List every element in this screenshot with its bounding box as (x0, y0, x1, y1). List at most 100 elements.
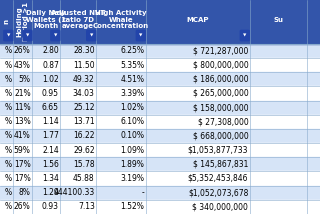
Text: 6.25%: 6.25% (120, 46, 144, 55)
Bar (0, 186, 320, 200)
Text: 1.09%: 1.09% (120, 146, 144, 155)
Text: 49.32: 49.32 (73, 75, 95, 84)
Text: %: % (4, 89, 12, 98)
Text: 3.19%: 3.19% (120, 174, 144, 183)
FancyBboxPatch shape (4, 30, 13, 41)
Text: 43%: 43% (14, 61, 31, 70)
Text: 8%: 8% (19, 188, 31, 197)
Text: 444100.33: 444100.33 (53, 188, 95, 197)
Text: 2.80: 2.80 (42, 46, 59, 55)
Bar (0, 101, 320, 115)
Text: 29.62: 29.62 (73, 146, 95, 155)
FancyBboxPatch shape (51, 30, 60, 41)
Text: $ 668,000,000: $ 668,000,000 (193, 131, 248, 140)
Text: 1.89%: 1.89% (120, 160, 144, 169)
Text: Adjusted NVT
ratio 7D
average: Adjusted NVT ratio 7D average (51, 10, 105, 29)
Text: 3.39%: 3.39% (120, 89, 144, 98)
Text: %: % (4, 117, 12, 126)
Text: $ 800,000,000: $ 800,000,000 (193, 61, 248, 70)
Text: 11.50: 11.50 (73, 61, 95, 70)
Text: %: % (4, 103, 12, 112)
Text: ▼: ▼ (139, 34, 142, 37)
Text: 1.34: 1.34 (42, 174, 59, 183)
Text: ▼: ▼ (7, 34, 10, 37)
Text: Holding
Period >1: Holding Period >1 (16, 2, 29, 42)
Text: $ 721,287,000: $ 721,287,000 (193, 46, 248, 55)
Bar (0, 129, 320, 143)
Text: 0.87: 0.87 (42, 61, 59, 70)
Text: 13.71: 13.71 (73, 117, 95, 126)
Text: $5,352,453,846: $5,352,453,846 (188, 174, 248, 183)
Text: %: % (4, 61, 12, 70)
Text: %: % (4, 131, 12, 140)
Text: %: % (4, 202, 12, 211)
Text: 2.14: 2.14 (42, 146, 59, 155)
Text: 4.51%: 4.51% (120, 75, 144, 84)
Text: 1.02%: 1.02% (120, 103, 144, 112)
FancyBboxPatch shape (23, 30, 32, 41)
Text: ▼: ▼ (54, 34, 57, 37)
Text: Su: Su (273, 17, 284, 23)
Text: 16.22: 16.22 (73, 131, 95, 140)
Text: 1.77: 1.77 (42, 131, 59, 140)
Text: 1.56: 1.56 (42, 160, 59, 169)
Text: $ 145,867,831: $ 145,867,831 (193, 160, 248, 169)
Text: ▼: ▼ (90, 34, 93, 37)
Text: MCAP: MCAP (186, 17, 209, 23)
Text: 6.10%: 6.10% (120, 117, 144, 126)
Text: 25.12: 25.12 (73, 103, 95, 112)
Text: $ 265,000,000: $ 265,000,000 (193, 89, 248, 98)
Bar (0, 171, 320, 186)
Text: -: - (141, 188, 144, 197)
Text: 0.10%: 0.10% (120, 131, 144, 140)
Text: %: % (4, 160, 12, 169)
FancyBboxPatch shape (87, 30, 96, 41)
Text: 17%: 17% (14, 160, 31, 169)
Text: $1,053,877,733: $1,053,877,733 (188, 146, 248, 155)
Text: %: % (4, 146, 12, 155)
Text: %: % (4, 46, 12, 55)
Text: %: % (4, 174, 12, 183)
Bar (0, 115, 320, 129)
Text: 28.30: 28.30 (73, 46, 95, 55)
Bar (0, 157, 320, 171)
Text: 21%: 21% (14, 89, 31, 98)
Text: n: n (4, 19, 9, 24)
Text: 15.78: 15.78 (73, 160, 95, 169)
Text: 5.35%: 5.35% (120, 61, 144, 70)
Text: 5%: 5% (19, 75, 31, 84)
Text: 1.52%: 1.52% (120, 202, 144, 211)
Bar (0, 44, 320, 58)
Text: 1.29: 1.29 (42, 188, 59, 197)
Text: Daily New
Wallets (1
Month: Daily New Wallets (1 Month (26, 10, 66, 29)
Text: 45.88: 45.88 (73, 174, 95, 183)
Text: 7.13: 7.13 (78, 202, 95, 211)
Bar (0, 58, 320, 72)
Text: $ 186,000,000: $ 186,000,000 (193, 75, 248, 84)
Text: %: % (4, 75, 12, 84)
Text: 1.02: 1.02 (42, 75, 59, 84)
Text: $ 158,000,000: $ 158,000,000 (193, 103, 248, 112)
Bar (0, 72, 320, 86)
Text: 0.93: 0.93 (42, 202, 59, 211)
Bar (0, 143, 320, 157)
Text: 0.95: 0.95 (42, 89, 59, 98)
Text: 17%: 17% (14, 174, 31, 183)
Text: %: % (4, 188, 12, 197)
Text: 13%: 13% (14, 117, 31, 126)
Text: 41%: 41% (14, 131, 31, 140)
Text: ▼: ▼ (243, 34, 246, 37)
Bar (0, 200, 320, 214)
Bar (0, 0, 320, 44)
Text: $ 27,308,000: $ 27,308,000 (197, 117, 248, 126)
Bar (0, 86, 320, 101)
Text: 34.03: 34.03 (73, 89, 95, 98)
Text: 6.65: 6.65 (42, 103, 59, 112)
Text: 59%: 59% (14, 146, 31, 155)
FancyBboxPatch shape (240, 30, 249, 41)
Text: High Activity
Whale
Concentration: High Activity Whale Concentration (93, 10, 149, 29)
Text: 11%: 11% (14, 103, 31, 112)
Text: $1,052,073,678: $1,052,073,678 (188, 188, 248, 197)
Text: 1.14: 1.14 (42, 117, 59, 126)
Text: 26%: 26% (14, 202, 31, 211)
